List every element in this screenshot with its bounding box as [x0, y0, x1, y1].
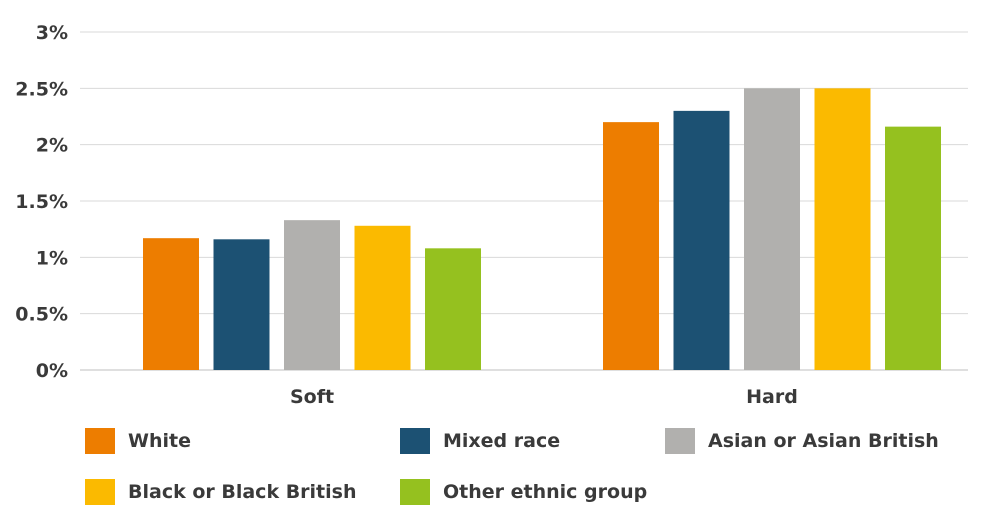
y-tick-label: 2.5% [15, 78, 68, 100]
y-tick-label: 3% [36, 22, 68, 44]
bar [143, 238, 199, 370]
y-tick-label: 0% [36, 360, 68, 382]
bar [213, 239, 270, 370]
x-axis-category-labels: Soft Hard [290, 386, 798, 408]
bars [143, 88, 941, 370]
bar [284, 220, 340, 370]
bar [425, 248, 481, 370]
bar [603, 122, 659, 370]
bar [814, 88, 871, 370]
bar [354, 225, 411, 370]
y-tick-label: 1% [36, 247, 68, 269]
x-category-label: Hard [746, 386, 798, 408]
bar [885, 126, 941, 370]
y-tick-label: 2% [36, 135, 68, 157]
y-tick-label: 0.5% [15, 304, 68, 326]
x-category-label: Soft [290, 386, 334, 408]
bar [673, 110, 730, 370]
y-axis-tick-labels: 0% 0.5% 1% 1.5% 2% 2.5% 3% [15, 22, 68, 382]
bar [744, 88, 800, 370]
y-tick-label: 1.5% [15, 191, 68, 213]
